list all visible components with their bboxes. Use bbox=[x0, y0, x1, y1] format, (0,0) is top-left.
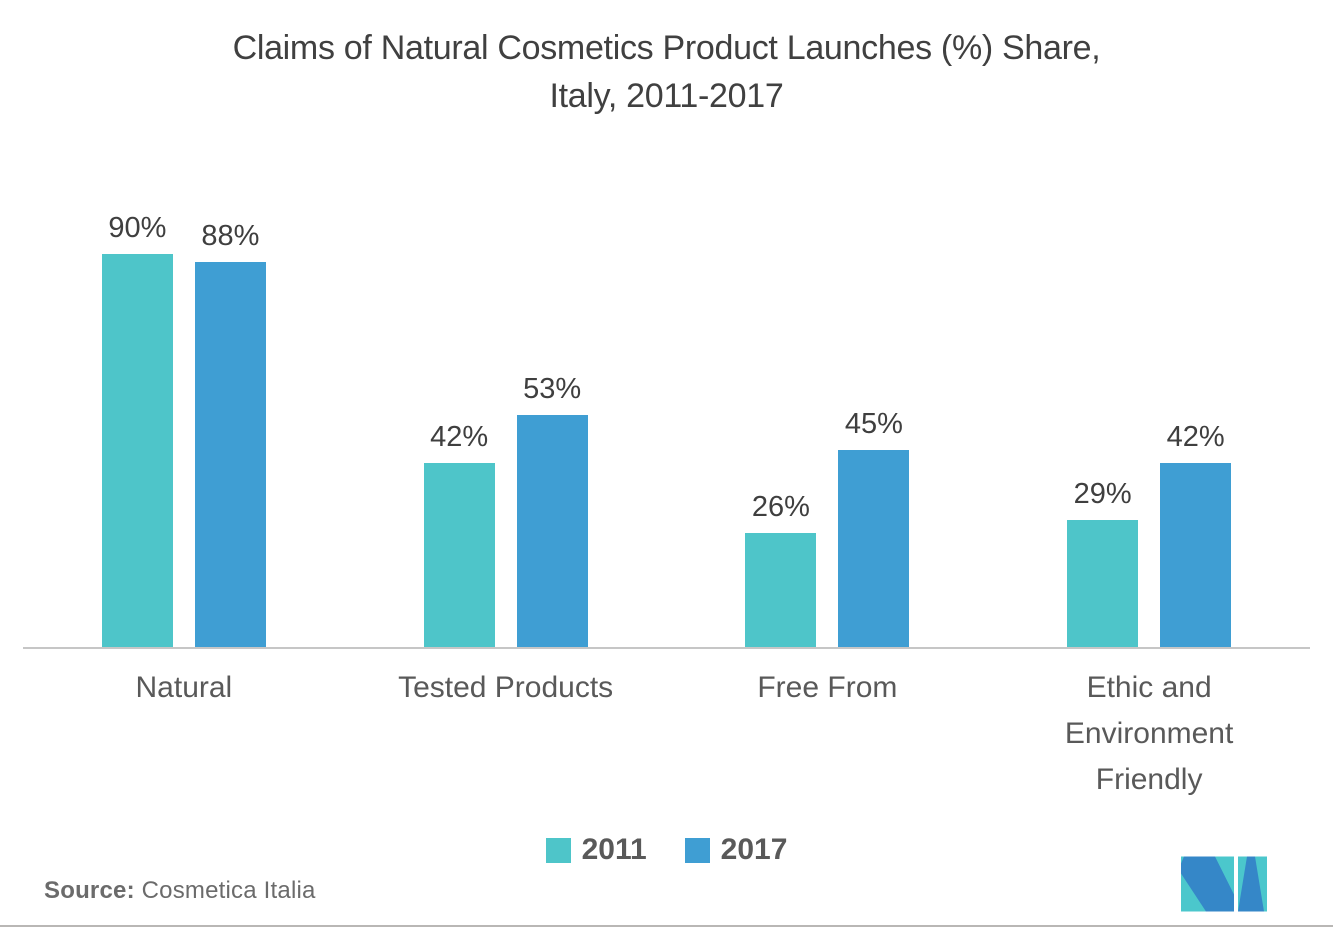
logo-right-blue-stripe bbox=[1238, 856, 1264, 912]
legend-label: 2017 bbox=[720, 833, 788, 866]
bar-2017 bbox=[194, 262, 266, 647]
legend-swatch bbox=[684, 837, 710, 863]
category-label: Ethic and Environment Friendly bbox=[1064, 671, 1234, 796]
bar-with-label: 42% bbox=[423, 421, 495, 647]
bar-2017 bbox=[838, 450, 910, 647]
value-label: 26% bbox=[751, 491, 810, 523]
bar-with-label: 42% bbox=[1160, 421, 1232, 647]
source-label: Source: bbox=[44, 877, 135, 904]
bar-with-label: 90% bbox=[101, 212, 173, 647]
legend-item-2011: 2011 bbox=[545, 833, 647, 867]
legend-label: 2011 bbox=[581, 833, 647, 866]
value-label: 90% bbox=[108, 212, 167, 244]
value-label: 53% bbox=[523, 373, 582, 405]
bar-2011 bbox=[745, 533, 817, 647]
bar-2011 bbox=[423, 463, 495, 647]
bar-with-label: 45% bbox=[838, 408, 910, 647]
value-label: 42% bbox=[430, 421, 489, 453]
bar-group: 42% 53% bbox=[345, 373, 667, 647]
bar-2017 bbox=[516, 415, 588, 647]
legend-item-2017: 2017 bbox=[684, 833, 788, 867]
value-label: 29% bbox=[1073, 478, 1132, 510]
logo-left-blue-stripe bbox=[1181, 856, 1234, 912]
chart-title-line1: Claims of Natural Cosmetics Product Laun… bbox=[232, 29, 1101, 67]
chart-title: Claims of Natural Cosmetics Product Laun… bbox=[0, 0, 1333, 120]
source-text: Cosmetica Italia bbox=[141, 877, 316, 904]
bar-group: 90% 88% bbox=[23, 212, 345, 647]
mordor-intelligence-logo bbox=[1181, 856, 1267, 912]
source-note: Source: Cosmetica Italia bbox=[44, 877, 316, 905]
bar-with-label: 26% bbox=[745, 491, 817, 647]
category-label: Tested Products bbox=[398, 671, 614, 704]
chart-title-line2: Italy, 2011-2017 bbox=[549, 77, 784, 115]
category-label: Free From bbox=[757, 671, 898, 704]
bar-2017 bbox=[1160, 463, 1232, 647]
value-label: 42% bbox=[1166, 421, 1225, 453]
bar-2011 bbox=[101, 254, 173, 647]
bar-2011 bbox=[1067, 520, 1139, 647]
bar-with-label: 88% bbox=[194, 220, 266, 647]
bar-with-label: 53% bbox=[516, 373, 588, 647]
bar-group: 26% 45% bbox=[667, 408, 989, 647]
value-label: 88% bbox=[201, 220, 260, 252]
bar-group: 29% 42% bbox=[988, 421, 1310, 647]
legend: 2011 2017 bbox=[0, 833, 1333, 867]
bar-with-label: 29% bbox=[1067, 478, 1139, 647]
category-label: Natural bbox=[135, 671, 233, 704]
plot-area: 90% 88% 42% 53% 26% 45% 29% 42% bbox=[23, 187, 1310, 649]
legend-swatch bbox=[545, 837, 571, 863]
value-label: 45% bbox=[844, 408, 903, 440]
category-axis: Natural Tested Products Free From Ethic and… bbox=[23, 665, 1310, 803]
